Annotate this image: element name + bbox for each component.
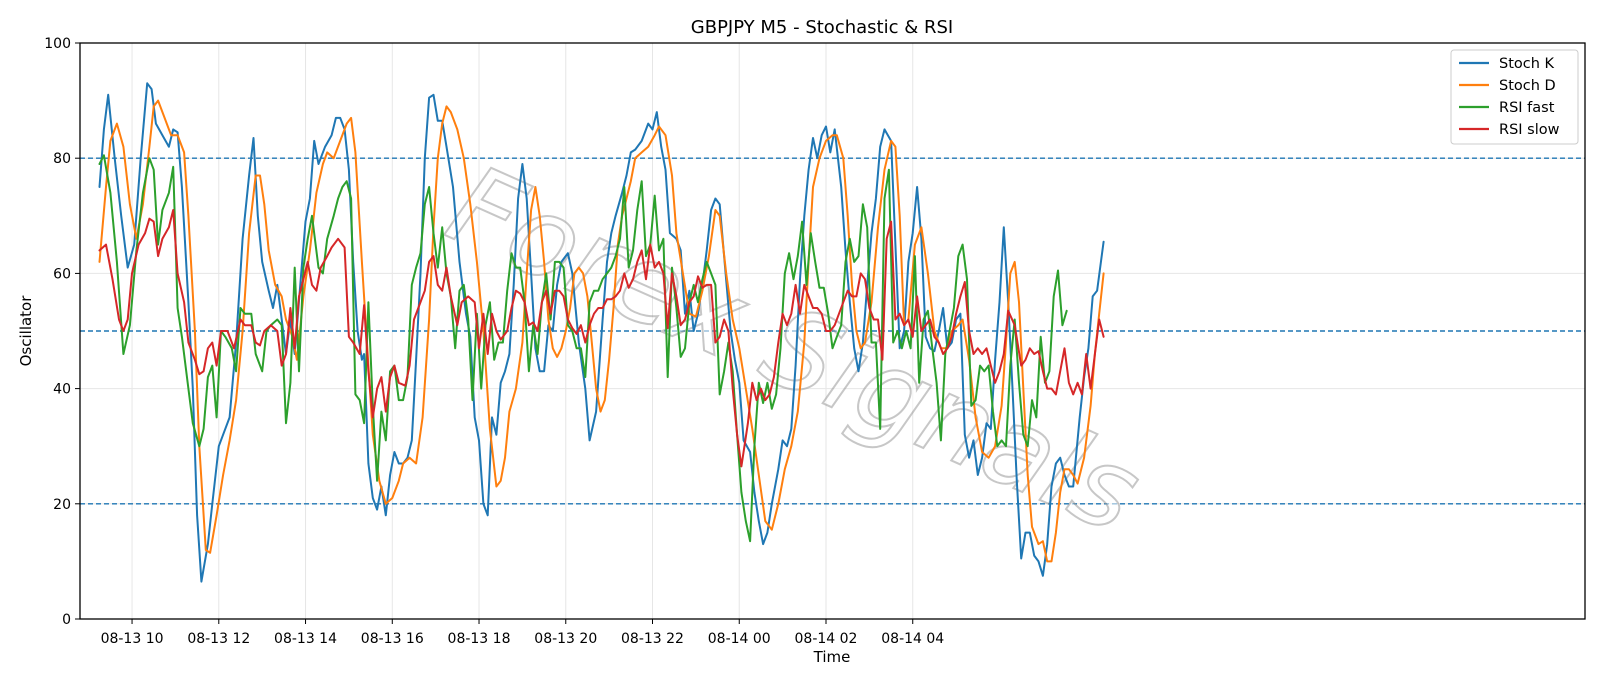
x-tick-label: 08-13 10 xyxy=(101,631,164,647)
legend-box xyxy=(1450,49,1579,145)
legend-label-stoch-k: Stoch K xyxy=(1499,56,1555,72)
x-axis: 08-13 10 08-13 12 08-13 14 08-13 16 08-13 18… xyxy=(101,619,944,647)
legend-label-rsi-slow: RSI slow xyxy=(1499,122,1560,138)
chart-title: GBPJPY M5 - Stochastic & RSI xyxy=(691,17,953,38)
reference-lines xyxy=(80,157,1585,505)
x-tick-label: 08-13 20 xyxy=(534,631,597,647)
series-line-rsi-slow xyxy=(98,209,1105,468)
plot-frame xyxy=(79,42,1586,620)
y-tick-label: 80 xyxy=(53,151,71,167)
x-tick-label: 08-13 14 xyxy=(274,631,337,647)
x-tick-label: 08-13 12 xyxy=(187,631,250,647)
y-tick-label: 40 xyxy=(53,382,71,398)
series-line-stoch-d xyxy=(98,99,1105,563)
y-tick-label: 100 xyxy=(44,36,71,52)
y-tick-label: 60 xyxy=(53,266,71,282)
x-tick-label: 08-14 00 xyxy=(708,631,771,647)
x-tick-label: 08-14 04 xyxy=(881,631,944,647)
y-tick-label: 0 xyxy=(62,612,71,628)
x-tick-label: 08-13 18 xyxy=(448,631,511,647)
legend: Stoch K Stoch D RSI fast RSI slow xyxy=(1450,49,1579,145)
x-tick-label: 08-14 02 xyxy=(795,631,858,647)
series-layer xyxy=(98,82,1105,583)
x-axis-title: Time xyxy=(813,648,851,666)
y-axis-title: Oscillator xyxy=(17,295,35,367)
y-tick-label: 20 xyxy=(53,497,71,513)
y-axis: 0 20 40 60 80 100 xyxy=(44,36,80,628)
x-tick-label: 08-13 22 xyxy=(621,631,684,647)
x-tick-label: 08-13 16 xyxy=(361,631,424,647)
legend-label-rsi-fast: RSI fast xyxy=(1499,100,1555,116)
legend-label-stoch-d: Stoch D xyxy=(1499,78,1556,94)
